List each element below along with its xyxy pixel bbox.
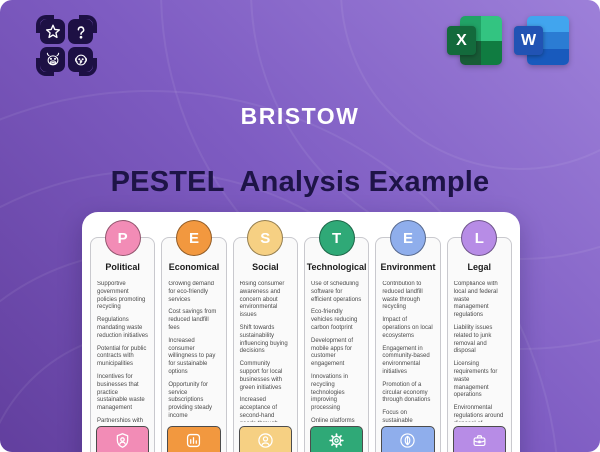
column-item: Incentives for businesses that practice … bbox=[97, 373, 145, 412]
letter-badge: L bbox=[461, 220, 498, 256]
column-item: Increased acceptance of second-hand good… bbox=[239, 397, 278, 422]
letter-badge: E bbox=[175, 220, 212, 256]
leaf-icon bbox=[398, 431, 417, 452]
brand-title: BRISTOW bbox=[240, 103, 360, 129]
briefcase-icon bbox=[470, 431, 489, 452]
column-items: Use of scheduling software for efficient… bbox=[305, 281, 368, 422]
column-icon-box bbox=[96, 426, 150, 452]
column-items: Compliance with local and federal waste … bbox=[448, 281, 511, 422]
logo-bracket bbox=[36, 15, 54, 33]
column-item: Engagement in community-based environmen… bbox=[382, 345, 430, 375]
word-letter: W bbox=[520, 31, 537, 49]
user-icon bbox=[256, 431, 275, 452]
column-title: Social bbox=[252, 262, 279, 272]
pestel-column-environment: E Environment Contribution to reduced la… bbox=[375, 220, 441, 452]
column-item: Promotion of a circular economy through … bbox=[382, 381, 431, 404]
column-title: Environment bbox=[380, 262, 436, 272]
column-item: Compliance with local and federal waste … bbox=[453, 281, 498, 319]
column-item: Shift towards sustainability influencing… bbox=[239, 324, 288, 355]
column-title: Political bbox=[105, 262, 140, 272]
column-item: Cost savings from reduced landfill fees bbox=[168, 309, 217, 331]
column-title: Technological bbox=[306, 262, 367, 272]
column-item: Rising consumer awareness and concern ab… bbox=[239, 281, 285, 319]
column-item: Eco-friendly vehicles reducing carbon fo… bbox=[310, 309, 358, 331]
column-items: Rising consumer awareness and concern ab… bbox=[234, 281, 297, 422]
cow-icon bbox=[40, 47, 65, 72]
column-item: Environmental regulations around disposa… bbox=[453, 405, 504, 422]
column-icon-box bbox=[381, 426, 435, 452]
letter-badge: S bbox=[247, 220, 284, 256]
analysis-card: P Political Supportive government polici… bbox=[82, 212, 520, 452]
column-items: Supportive government policies promoting… bbox=[91, 281, 154, 422]
column-item: Licensing requirements for waste managem… bbox=[453, 361, 498, 399]
page-title: PESTEL Analysis Example bbox=[110, 166, 490, 198]
column-item: Regulations mandating waste reduction in… bbox=[97, 317, 149, 339]
column-icon-box bbox=[452, 426, 506, 452]
brand-logo bbox=[36, 15, 97, 76]
column-item: Development of mobile apps for customer … bbox=[310, 337, 354, 368]
letter-badge: T bbox=[318, 220, 355, 256]
column-item: Supportive government policies promoting… bbox=[97, 281, 146, 311]
column-items: Growing demand for eco-friendly services… bbox=[162, 281, 225, 422]
star-icon bbox=[40, 19, 65, 44]
letter-badge: P bbox=[104, 220, 141, 256]
column-items: Contribution to reduced landfill waste t… bbox=[376, 281, 439, 422]
column-item: Increased consumer willingness to pay fo… bbox=[168, 337, 216, 375]
question-icon bbox=[68, 19, 93, 44]
column-item: Innovations in recycling technologies im… bbox=[310, 373, 349, 412]
columns-row: P Political Supportive government polici… bbox=[90, 220, 512, 452]
column-title: Legal bbox=[467, 262, 492, 272]
gear-icon bbox=[327, 431, 346, 452]
column-item: Community support for local businesses w… bbox=[239, 361, 283, 391]
bar-chart-icon bbox=[184, 431, 203, 452]
column-item: Use of scheduling software for efficient… bbox=[310, 281, 362, 303]
column-item: Liability issues related to junk removal… bbox=[453, 324, 493, 355]
column-item: Growing demand for eco-friendly services bbox=[168, 281, 215, 303]
shield-user-icon bbox=[113, 431, 132, 452]
logo-bracket bbox=[36, 58, 54, 76]
column-item: Online platforms facilitating easy booki… bbox=[310, 417, 355, 422]
column-icon-box bbox=[238, 426, 292, 452]
pestel-column-technological: T Technological Use of scheduling softwa… bbox=[303, 220, 370, 452]
pestel-column-social: S Social Rising consumer awareness and c… bbox=[232, 220, 298, 452]
logo-bracket bbox=[79, 15, 97, 33]
column-icon-box bbox=[167, 426, 221, 452]
column-item: Impact of operations on local ecosystems bbox=[382, 317, 433, 339]
column-item: Contribution to reduced landfill waste t… bbox=[382, 281, 423, 311]
column-item: Partnerships with local governments for … bbox=[97, 417, 144, 422]
letter-badge: E bbox=[389, 220, 426, 256]
excel-letter: X bbox=[456, 31, 467, 49]
column-title: Economical bbox=[168, 262, 220, 272]
pestel-column-political: P Political Supportive government polici… bbox=[90, 220, 156, 452]
column-item: Opportunity for service subscriptions pr… bbox=[168, 381, 213, 419]
pestel-column-legal: L Legal Compliance with local and federa… bbox=[446, 220, 512, 452]
column-icon-box bbox=[309, 426, 364, 452]
logo-bracket bbox=[79, 58, 97, 76]
column-item: Potential for public contracts with muni… bbox=[97, 345, 147, 368]
excel-icon[interactable]: X bbox=[447, 16, 502, 65]
word-icon[interactable]: W bbox=[514, 16, 569, 65]
pestel-column-economical: E Economical Growing demand for eco-frie… bbox=[161, 220, 227, 452]
dog-icon bbox=[68, 47, 93, 72]
